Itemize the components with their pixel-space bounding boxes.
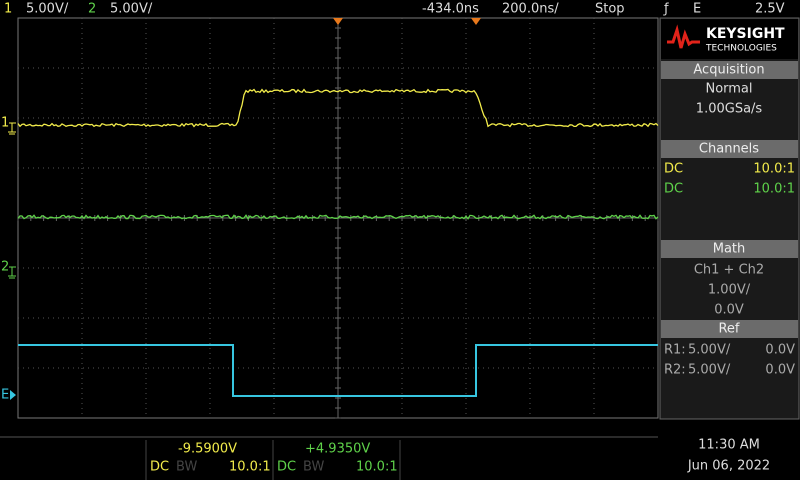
ch1-trace <box>17 88 659 128</box>
trigger-marker <box>333 18 343 25</box>
trigger-level[interactable]: 2.5V <box>755 2 785 17</box>
timebase[interactable]: 200.0ns/ <box>502 2 559 17</box>
ext-arrow <box>10 390 16 400</box>
logo-mark <box>667 24 700 49</box>
ref-name: R1: <box>664 343 686 358</box>
logo-brand: KEYSIGHT <box>706 26 785 42</box>
ref-offset: 0.0V <box>765 343 795 358</box>
trigger-slope[interactable]: ƒ <box>663 2 669 17</box>
acq-rate: 1.00GSa/s <box>696 102 763 117</box>
ch2-scale[interactable]: 5.00V/ <box>110 2 153 17</box>
trigger-source[interactable]: E <box>693 2 701 17</box>
ch2-coupling: DC <box>664 182 683 197</box>
ch1-scale[interactable]: 5.00V/ <box>26 2 69 17</box>
math-header[interactable]: Math <box>713 242 746 257</box>
ch2-offset[interactable]: +4.9350V <box>305 442 370 457</box>
clock-time: 11:30 AM <box>698 438 760 453</box>
section-header[interactable] <box>661 240 798 258</box>
ch2-bw: BW <box>303 460 324 475</box>
math-scale: 1.00V/ <box>708 283 751 298</box>
ch1-probe: 10.0:1 <box>229 460 271 475</box>
ext-trace <box>18 344 658 397</box>
acquisition-header[interactable]: Acquisition <box>693 63 764 78</box>
ch1-coupling: DC <box>150 460 169 475</box>
ch2-probe: 10.0:1 <box>356 460 398 475</box>
section-header[interactable] <box>661 61 798 79</box>
ref-scale: 5.00V/ <box>688 343 731 358</box>
ref-header[interactable]: Ref <box>718 322 739 337</box>
ch1-probe: 10.0:1 <box>753 162 795 177</box>
side-panel <box>659 17 800 420</box>
ch1-marker: 1 <box>1 116 9 131</box>
ref-scale: 5.00V/ <box>688 363 731 378</box>
section-header[interactable] <box>661 320 798 338</box>
ext-marker: E <box>1 388 9 403</box>
waveforms <box>17 88 659 397</box>
delay-marker <box>471 18 481 25</box>
section-header[interactable] <box>661 140 798 158</box>
delay[interactable]: -434.0ns <box>422 2 479 17</box>
ch2-label[interactable]: 2 <box>88 2 96 17</box>
ch1-coupling: DC <box>664 162 683 177</box>
logo-sub: TECHNOLOGIES <box>705 44 777 54</box>
ch2-marker: 2 <box>1 260 9 275</box>
ch2-ground <box>8 266 16 279</box>
ref-offset: 0.0V <box>765 363 795 378</box>
math-function: Ch1 + Ch2 <box>694 263 764 278</box>
ch2-coupling: DC <box>277 460 296 475</box>
run-state[interactable]: Stop <box>595 2 625 17</box>
ch1-label[interactable]: 1 <box>4 2 12 17</box>
ch2-probe: 10.0:1 <box>753 182 795 197</box>
channels-header[interactable]: Channels <box>699 142 759 157</box>
acq-mode: Normal <box>705 82 752 97</box>
ch1-bw: BW <box>176 460 197 475</box>
math-offset: 0.0V <box>714 303 744 318</box>
ch1-offset[interactable]: -9.5900V <box>178 442 237 457</box>
ref-name: R2: <box>664 363 686 378</box>
clock-date: Jun 06, 2022 <box>687 459 770 474</box>
ch1-ground <box>8 122 16 135</box>
ch2-trace <box>17 214 659 220</box>
